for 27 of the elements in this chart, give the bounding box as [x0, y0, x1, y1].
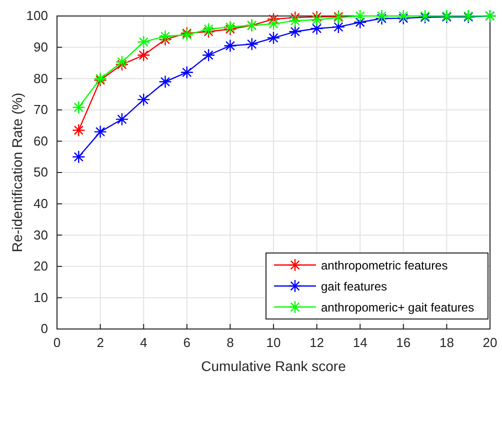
x-tick-label: 4 [140, 335, 148, 350]
legend-label: anthropometric features [321, 258, 448, 272]
x-tick-label: 0 [53, 335, 61, 350]
y-tick-label: 0 [40, 321, 48, 336]
x-tick-label: 2 [96, 335, 104, 350]
y-tick-label: 100 [26, 8, 48, 24]
x-tick-label: 16 [396, 335, 411, 350]
y-axis-title: Re-identification Rate (%) [9, 92, 25, 252]
y-tick-label: 20 [34, 258, 48, 274]
x-tick-label: 14 [352, 335, 368, 350]
legend-label: anthropomeric+ gait features [321, 300, 474, 314]
legend-label: gait features [321, 280, 388, 294]
y-tick-label: 50 [34, 164, 48, 180]
y-tick-label: 90 [34, 39, 48, 54]
y-tick-label: 10 [34, 290, 48, 305]
x-tick-label: 6 [183, 335, 191, 350]
y-tick-label: 30 [34, 227, 48, 242]
x-tick-label: 8 [226, 335, 234, 350]
x-axis-title: Cumulative Rank score [201, 358, 346, 374]
x-tick-label: 20 [482, 335, 498, 350]
x-tick-label: 18 [439, 335, 454, 350]
x-tick-label: 12 [310, 335, 324, 350]
y-tick-label: 60 [34, 133, 48, 148]
x-tick-label: 10 [266, 335, 281, 350]
y-tick-label: 80 [34, 70, 48, 86]
y-tick-label: 70 [34, 102, 48, 118]
y-tick-label: 40 [34, 196, 48, 211]
